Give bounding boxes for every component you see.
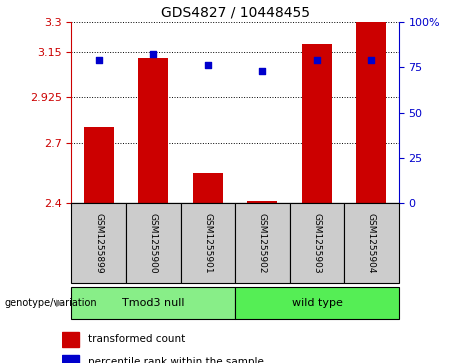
Point xyxy=(368,57,375,63)
Text: GSM1255901: GSM1255901 xyxy=(203,213,213,274)
Bar xyxy=(356,22,386,203)
Bar xyxy=(138,58,168,203)
Bar xyxy=(62,355,79,363)
Text: GSM1255900: GSM1255900 xyxy=(149,213,158,274)
Text: GSM1255899: GSM1255899 xyxy=(94,213,103,274)
Text: ▶: ▶ xyxy=(56,298,64,308)
Point xyxy=(149,52,157,57)
FancyBboxPatch shape xyxy=(235,287,399,319)
FancyBboxPatch shape xyxy=(235,203,290,283)
Bar xyxy=(193,173,223,203)
FancyBboxPatch shape xyxy=(290,203,344,283)
Bar xyxy=(84,127,114,203)
Text: GSM1255902: GSM1255902 xyxy=(258,213,267,273)
Point xyxy=(259,68,266,74)
Point xyxy=(204,62,212,68)
FancyBboxPatch shape xyxy=(181,203,235,283)
Bar xyxy=(302,44,332,203)
Point xyxy=(313,57,321,63)
Text: wild type: wild type xyxy=(291,298,343,308)
FancyBboxPatch shape xyxy=(71,287,235,319)
Bar xyxy=(62,333,79,347)
FancyBboxPatch shape xyxy=(71,203,126,283)
Point xyxy=(95,57,102,63)
Text: Tmod3 null: Tmod3 null xyxy=(122,298,184,308)
Text: GSM1255903: GSM1255903 xyxy=(313,213,321,274)
FancyBboxPatch shape xyxy=(126,203,181,283)
Text: GSM1255904: GSM1255904 xyxy=(367,213,376,273)
FancyBboxPatch shape xyxy=(344,203,399,283)
Text: percentile rank within the sample: percentile rank within the sample xyxy=(88,357,264,363)
Text: genotype/variation: genotype/variation xyxy=(5,298,97,308)
Bar xyxy=(248,201,278,203)
Title: GDS4827 / 10448455: GDS4827 / 10448455 xyxy=(160,5,310,19)
Text: transformed count: transformed count xyxy=(88,334,185,344)
